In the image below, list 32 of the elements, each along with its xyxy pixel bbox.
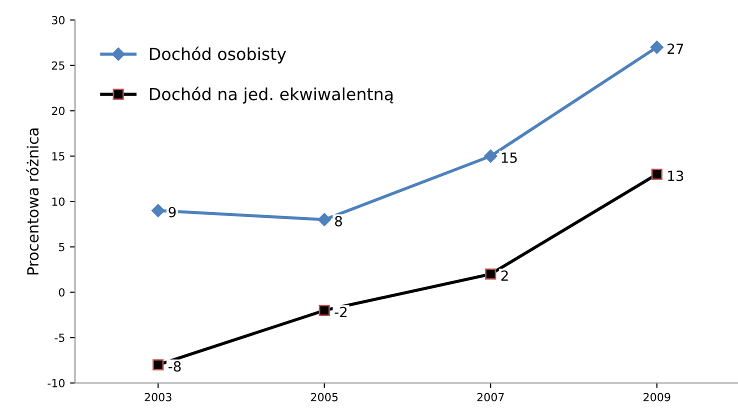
point [650, 40, 664, 54]
x-tick-label: 2005 [311, 392, 338, 402]
data-label: -2 [334, 306, 347, 318]
x-tick-label: 2009 [644, 392, 670, 402]
y-tick-label: 10 [52, 197, 65, 206]
y-tick-label: 15 [52, 152, 64, 161]
data-label: 13 [668, 170, 684, 182]
y-tick-label: 0 [58, 288, 65, 297]
point [651, 168, 662, 180]
point [152, 204, 165, 218]
y-tick-label: 5 [59, 242, 64, 252]
point [152, 359, 164, 370]
point [318, 213, 331, 226]
y-tick-label: 25 [52, 61, 64, 70]
y-axis-title: Procentowa różnica [26, 128, 39, 274]
data-label: 2 [501, 270, 508, 281]
y-tick-label: -5 [54, 334, 64, 342]
legend-label: Dochód osobisty [150, 46, 286, 64]
data-label: 9 [168, 206, 176, 218]
x-tick-label: 2007 [477, 392, 504, 402]
legend-label: Dochód na jed. ekwiwalentną [150, 86, 394, 104]
data-label: 27 [668, 44, 684, 54]
x-tick-label: 2003 [144, 392, 172, 402]
data-label: 15 [502, 152, 517, 163]
y-tick-label: -10 [48, 378, 65, 388]
y-tick-label: 30 [52, 16, 65, 24]
point [484, 150, 498, 163]
data-label: 8 [335, 216, 342, 226]
point [485, 268, 496, 280]
data-label: -8 [168, 361, 181, 372]
y-tick-label: 20 [52, 106, 65, 116]
point [318, 304, 330, 316]
